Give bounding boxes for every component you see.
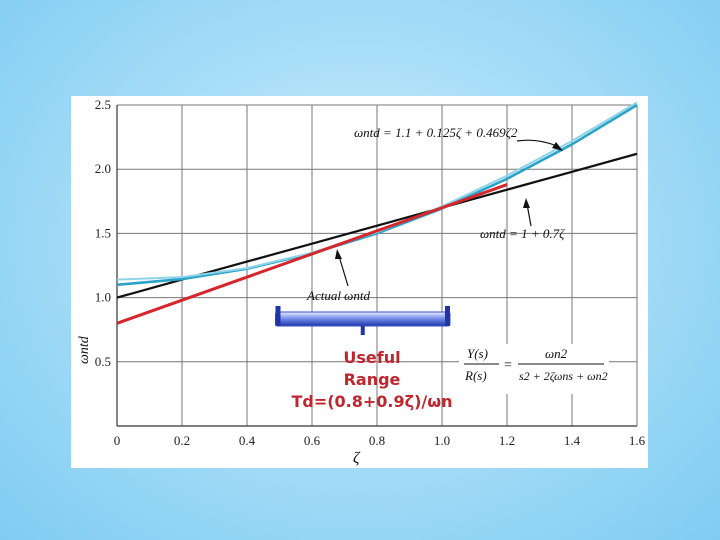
x-tick-label-5: 1.0 (434, 433, 450, 448)
transfer-function: Y(s) R(s) = ωn2 s2 + 2ζωns + ωn2 (459, 344, 609, 394)
linear-pointer-arrowhead (523, 198, 530, 208)
x-tick-label-6: 1.2 (499, 433, 515, 448)
x-tick-label-3: 0.6 (304, 433, 321, 448)
series-line-3 (116, 183, 508, 325)
x-tick-label-8: 1.6 (629, 433, 646, 448)
series-line-1 (116, 103, 638, 287)
useful-range-label-line1: Useful (343, 348, 400, 367)
tf-rhs-numerator: ωn2 (545, 346, 568, 361)
y-tick-label-4: 2.5 (95, 97, 111, 112)
quadratic-equation-label: ωntd = 1.1 + 0.125ζ + 0.469ζ2 (354, 125, 518, 140)
useful-range-center-stem (360, 326, 365, 335)
y-tick-label-0: 0.5 (95, 354, 111, 369)
tf-rhs-denominator: s2 + 2ζωns + ωn2 (519, 369, 608, 383)
actual-pointer-arrow (338, 255, 349, 287)
quadratic-pointer-arrowhead (552, 142, 563, 151)
useful-range-bracket (275, 306, 451, 335)
x-axis-label: ζ (353, 450, 361, 467)
chart-svg: 0 0.2 0.4 0.6 0.8 1.0 1.2 1.4 1.6 0.5 1.0 1.5 2.0 2.5… (77, 97, 646, 467)
useful-range-left-cap (275, 306, 281, 326)
y-tick-label-2: 1.5 (95, 225, 111, 240)
actual-pointer-arrowhead (335, 249, 342, 259)
x-tick-label-1: 0.2 (174, 433, 190, 448)
linear-equation-label: ωntd = 1 + 0.7ζ (480, 226, 565, 241)
tf-equals: = (504, 358, 512, 373)
y-tick-label-1: 1.0 (95, 290, 111, 305)
series-lines (116, 101, 638, 325)
useful-range-label-line2: Range (344, 370, 401, 389)
x-tick-label-7: 1.4 (564, 433, 581, 448)
tf-lhs-denominator: R(s) (464, 368, 487, 383)
y-axis-label: ωntd (77, 335, 92, 364)
useful-range-label-line3: Td=(0.8+0.9ζ)/ωn (291, 392, 452, 411)
quadratic-pointer-arrow (516, 139, 558, 147)
x-tick-label-2: 0.4 (239, 433, 256, 448)
useful-range-right-cap (445, 306, 450, 326)
x-tick-label-0: 0 (114, 433, 121, 448)
y-tick-label-3: 2.0 (95, 161, 111, 176)
transfer-function-bg (459, 344, 609, 394)
chart-figure: 0 0.2 0.4 0.6 0.8 1.0 1.2 1.4 1.6 0.5 1.0 1.5 2.0 2.5… (71, 96, 648, 468)
tf-lhs-numerator: Y(s) (467, 346, 488, 361)
x-tick-label-4: 0.8 (369, 433, 385, 448)
useful-range-bar (275, 311, 451, 327)
tick-labels: 0 0.2 0.4 0.6 0.8 1.0 1.2 1.4 1.6 0.5 1.0 1.5 2.0 2.5 (95, 97, 646, 448)
actual-label: Actual ωntd (306, 288, 370, 303)
